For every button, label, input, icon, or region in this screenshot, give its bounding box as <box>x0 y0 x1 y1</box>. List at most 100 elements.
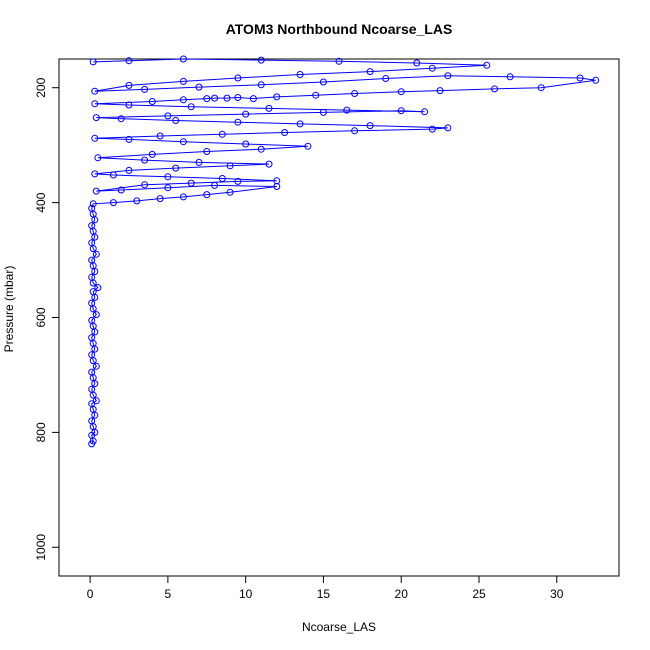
data-point <box>88 299 96 307</box>
data-point <box>91 100 99 108</box>
data-point <box>319 78 327 86</box>
data-point <box>187 179 195 187</box>
y-axis: 200 400 600 800 1000 <box>34 77 60 561</box>
data-point <box>351 90 359 97</box>
data-point <box>335 57 343 65</box>
data-point <box>179 138 187 146</box>
data-point <box>273 177 281 185</box>
series-layer <box>88 55 600 448</box>
data-point <box>234 74 242 82</box>
data-point <box>109 171 117 179</box>
data-point <box>576 74 584 82</box>
data-point <box>257 56 265 64</box>
data-point <box>265 104 273 112</box>
data-point <box>187 103 195 111</box>
data-point <box>312 91 320 99</box>
y-axis-label: Pressure (mbar) <box>2 266 16 353</box>
data-point <box>148 150 156 158</box>
data-point <box>195 158 203 166</box>
x-tick-label: 15 <box>317 587 331 601</box>
data-point <box>351 127 359 135</box>
data-point <box>88 222 96 230</box>
data-point <box>164 184 172 192</box>
data-point <box>141 156 149 164</box>
series-line <box>91 58 596 445</box>
x-tick-label: 10 <box>239 587 253 601</box>
data-point <box>164 112 172 120</box>
x-tick-label: 5 <box>165 587 172 601</box>
data-point <box>413 59 421 67</box>
data-point <box>281 129 289 136</box>
data-point <box>88 316 96 324</box>
data-point <box>94 154 102 162</box>
data-point <box>195 83 203 91</box>
x-axis: 0 5 10 15 20 25 30 <box>87 575 564 601</box>
x-tick-label: 20 <box>395 587 409 601</box>
data-point <box>179 55 187 63</box>
data-point <box>125 135 133 143</box>
data-point <box>506 73 514 81</box>
data-point <box>234 118 242 126</box>
data-point <box>226 162 234 170</box>
data-point <box>249 95 257 103</box>
data-point <box>203 95 211 103</box>
data-point <box>319 108 327 116</box>
y-tick-label: 600 <box>34 307 48 327</box>
data-point <box>164 173 172 181</box>
data-point <box>92 250 100 258</box>
data-point <box>223 94 231 102</box>
x-axis-label: Ncoarse_LAS <box>302 620 376 634</box>
data-point <box>88 385 96 393</box>
data-point <box>92 362 100 370</box>
data-point <box>444 72 452 80</box>
data-point <box>428 125 436 133</box>
y-tick-label: 400 <box>34 192 48 212</box>
data-point <box>436 87 444 95</box>
data-point <box>92 187 100 195</box>
y-tick-label: 800 <box>34 422 48 442</box>
data-point <box>218 175 226 182</box>
data-point <box>148 98 156 105</box>
data-point <box>304 142 312 150</box>
data-point <box>428 64 436 72</box>
x-tick-label: 30 <box>550 587 564 601</box>
data-point <box>242 110 250 118</box>
data-point <box>88 204 96 212</box>
data-point <box>257 81 265 89</box>
data-point <box>491 85 499 93</box>
data-point <box>203 191 211 199</box>
data-point <box>537 84 545 92</box>
data-point <box>92 397 100 405</box>
data-point <box>92 114 100 122</box>
data-point <box>88 273 96 281</box>
data-point <box>257 145 265 153</box>
data-point <box>179 77 187 85</box>
data-point <box>179 193 187 201</box>
data-point <box>91 170 99 178</box>
data-point <box>117 115 125 123</box>
data-point <box>234 94 242 101</box>
data-point <box>89 58 97 66</box>
data-point <box>88 351 96 359</box>
data-point <box>179 96 187 104</box>
data-point <box>382 75 390 82</box>
data-point <box>444 124 452 132</box>
data-point <box>88 239 96 247</box>
data-point <box>296 71 304 78</box>
y-tick-label: 1000 <box>34 534 48 561</box>
data-point <box>234 177 242 185</box>
data-point <box>125 81 133 89</box>
data-point <box>421 108 429 116</box>
data-point <box>125 101 133 109</box>
data-point <box>172 164 180 172</box>
data-point <box>343 106 351 114</box>
data-point <box>89 200 97 208</box>
data-point <box>265 160 273 168</box>
data-point <box>296 120 304 128</box>
data-point <box>273 93 281 101</box>
data-point <box>397 107 405 115</box>
data-point <box>88 368 96 376</box>
x-tick-label: 0 <box>87 587 94 601</box>
data-point <box>88 417 96 425</box>
